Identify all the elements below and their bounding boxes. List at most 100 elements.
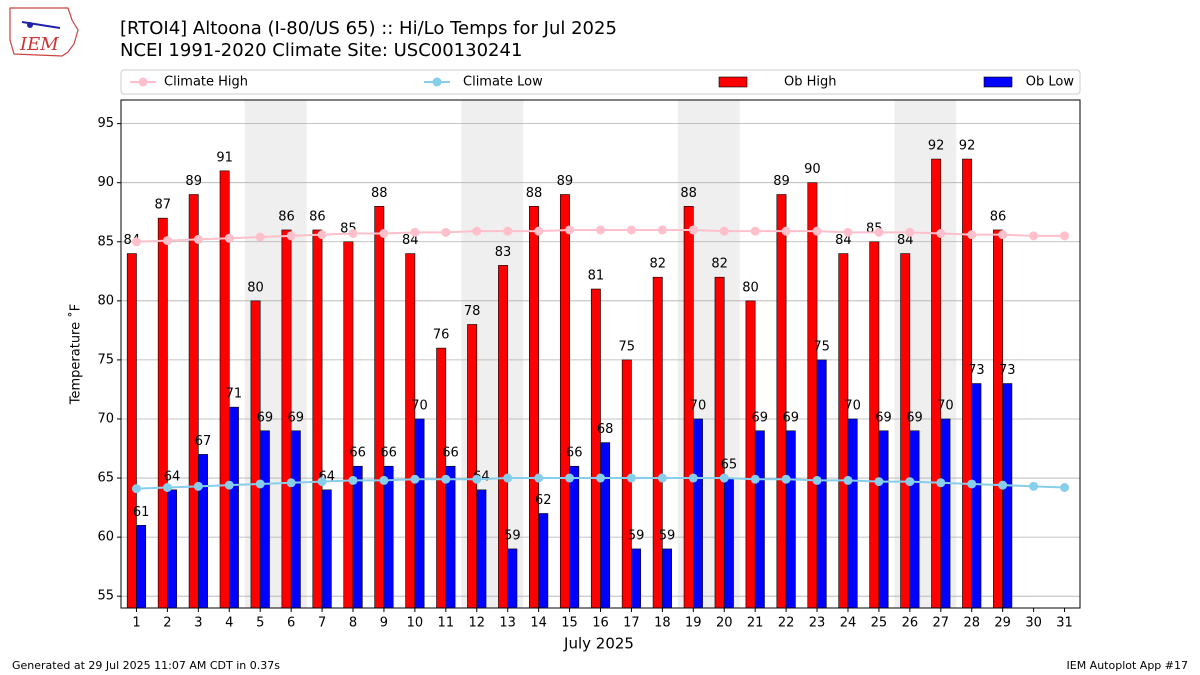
bar-label: 78 (464, 304, 481, 319)
bar (693, 418, 703, 609)
point (286, 478, 296, 488)
point (719, 473, 729, 483)
bar (590, 288, 601, 609)
bar-label: 84 (897, 233, 914, 248)
x-tick-label: 8 (349, 616, 357, 631)
x-tick-label: 26 (902, 616, 919, 631)
bar (971, 383, 982, 609)
point (379, 475, 389, 485)
logo-text: IEM (19, 34, 59, 55)
point (193, 234, 203, 244)
bar-label: 69 (875, 410, 892, 425)
footer-left: Generated at 29 Jul 2025 11:07 AM CDT in… (12, 659, 280, 672)
x-tick-label: 2 (163, 616, 171, 631)
bar (559, 194, 570, 609)
legend-label: Ob Low (1026, 75, 1075, 90)
legend-swatch (718, 76, 748, 88)
bar-label: 92 (959, 139, 976, 154)
bar (405, 253, 416, 609)
bar-label: 70 (844, 398, 861, 413)
bar (838, 253, 849, 609)
bar (569, 465, 580, 609)
point (224, 480, 234, 490)
point (565, 225, 575, 235)
y-tick-label: 75 (97, 352, 114, 367)
bar (383, 465, 394, 609)
bar (467, 324, 478, 609)
bar (714, 276, 725, 609)
x-axis-label: July 2025 (563, 635, 634, 653)
bar-label: 84 (402, 233, 419, 248)
point (657, 225, 667, 235)
bar (321, 489, 332, 609)
point (348, 228, 358, 238)
bar-label: 71 (226, 387, 243, 402)
bar (776, 194, 787, 609)
bar-label: 88 (680, 186, 697, 201)
point (719, 226, 729, 236)
logo-dot (27, 22, 33, 28)
bar-label: 88 (371, 186, 388, 201)
bar (343, 241, 354, 609)
x-tick-label: 5 (256, 616, 264, 631)
bar-label: 89 (557, 174, 574, 189)
bar-label: 66 (349, 446, 366, 461)
bar (157, 217, 168, 609)
y-tick-label: 65 (97, 471, 114, 486)
point (626, 473, 636, 483)
bar (126, 253, 137, 609)
bar-label: 81 (588, 269, 605, 284)
bar (259, 430, 270, 609)
y-tick-label: 60 (97, 530, 114, 545)
bar (940, 418, 951, 609)
point (317, 477, 327, 487)
point (843, 475, 853, 485)
x-tick-label: 17 (623, 616, 640, 631)
bar (414, 418, 425, 609)
bar (529, 206, 539, 609)
footer-right: IEM Autoplot App #17 (1067, 659, 1189, 672)
y-tick-label: 70 (97, 411, 114, 426)
point (503, 226, 513, 236)
bar (900, 253, 911, 609)
legend-marker (432, 77, 442, 87)
x-tick-label: 30 (1025, 616, 1042, 631)
bar-label: 70 (937, 398, 954, 413)
bar (931, 158, 942, 609)
bar (909, 430, 920, 609)
bar (507, 548, 518, 609)
x-tick-label: 28 (963, 616, 980, 631)
legend-swatch (983, 76, 1013, 88)
y-tick-label: 80 (97, 293, 114, 308)
point (534, 473, 544, 483)
bar-label: 70 (411, 398, 428, 413)
bar-label: 89 (773, 174, 790, 189)
bar (198, 454, 208, 609)
bar (312, 229, 323, 609)
chart-subtitle: NCEI 1991-2020 Climate Site: USC00130241 (120, 40, 522, 61)
point (131, 484, 141, 494)
point (750, 226, 760, 236)
bar-label: 83 (495, 245, 512, 260)
point (874, 477, 884, 487)
point (1029, 481, 1039, 491)
point (1060, 482, 1070, 492)
point (1060, 231, 1070, 241)
x-tick-label: 27 (933, 616, 950, 631)
bar-label: 86 (309, 209, 326, 224)
bar-label: 82 (649, 257, 666, 272)
x-tick-label: 25 (871, 616, 888, 631)
bar-label: 76 (433, 328, 450, 343)
x-tick-label: 12 (468, 616, 485, 631)
x-tick-label: 24 (840, 616, 857, 631)
bar-label: 59 (628, 528, 645, 543)
point (472, 474, 482, 484)
y-tick-label: 55 (97, 589, 114, 604)
bar-label: 69 (752, 410, 769, 425)
bar (878, 430, 889, 609)
x-tick-label: 4 (225, 616, 233, 631)
x-tick-label: 6 (287, 616, 295, 631)
bar (847, 418, 858, 609)
point (193, 481, 203, 491)
